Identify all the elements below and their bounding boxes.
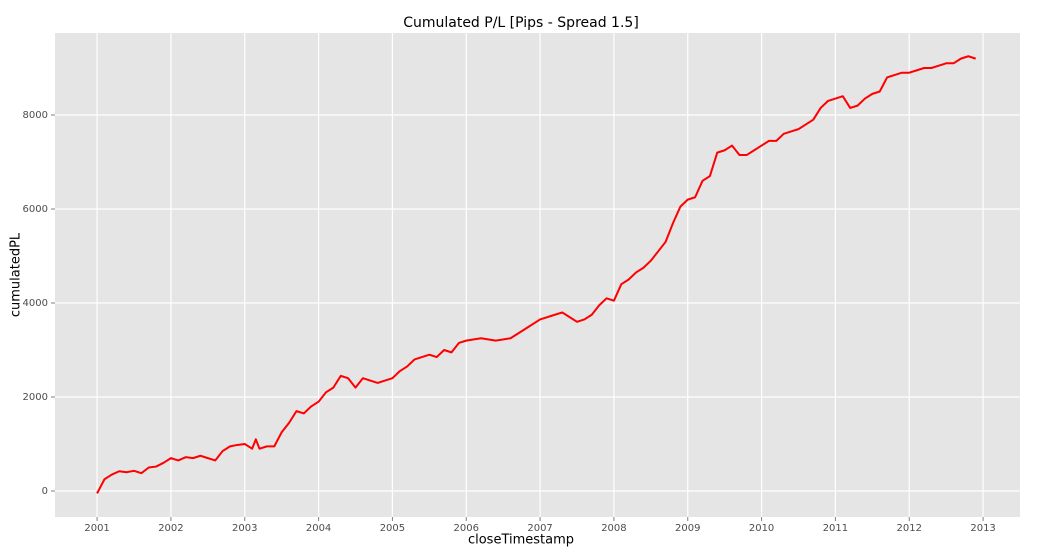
chart-title: Cumulated P/L [Pips - Spread 1.5]	[403, 15, 639, 31]
y-tick-label: 6000	[23, 204, 48, 215]
x-tick-label: 2009	[675, 523, 700, 534]
data-line	[96, 55, 977, 494]
x-tick-label: 2002	[158, 523, 183, 534]
y-axis-label: cumulatedPL	[9, 232, 24, 317]
x-axis-label: closeTimestamp	[468, 533, 574, 548]
x-tick-label: 2007	[527, 523, 552, 534]
x-tick-label: 2001	[84, 523, 109, 534]
x-tick-label: 2003	[232, 523, 257, 534]
x-tick-label: 2013	[970, 523, 995, 534]
y-tick-label: 2000	[23, 392, 48, 403]
x-tick-label: 2008	[601, 523, 626, 534]
x-tick-label: 2010	[749, 523, 774, 534]
x-tick-label: 2005	[380, 523, 405, 534]
x-tick-label: 2006	[454, 523, 479, 534]
x-tick-label: 2011	[823, 523, 848, 534]
plot-panel	[55, 33, 1020, 517]
y-tick-label: 8000	[23, 110, 48, 121]
x-tick-label: 2012	[897, 523, 922, 534]
y-tick-label: 0	[42, 486, 48, 497]
x-tick-label: 2004	[306, 523, 331, 534]
y-tick-label: 4000	[23, 298, 48, 309]
